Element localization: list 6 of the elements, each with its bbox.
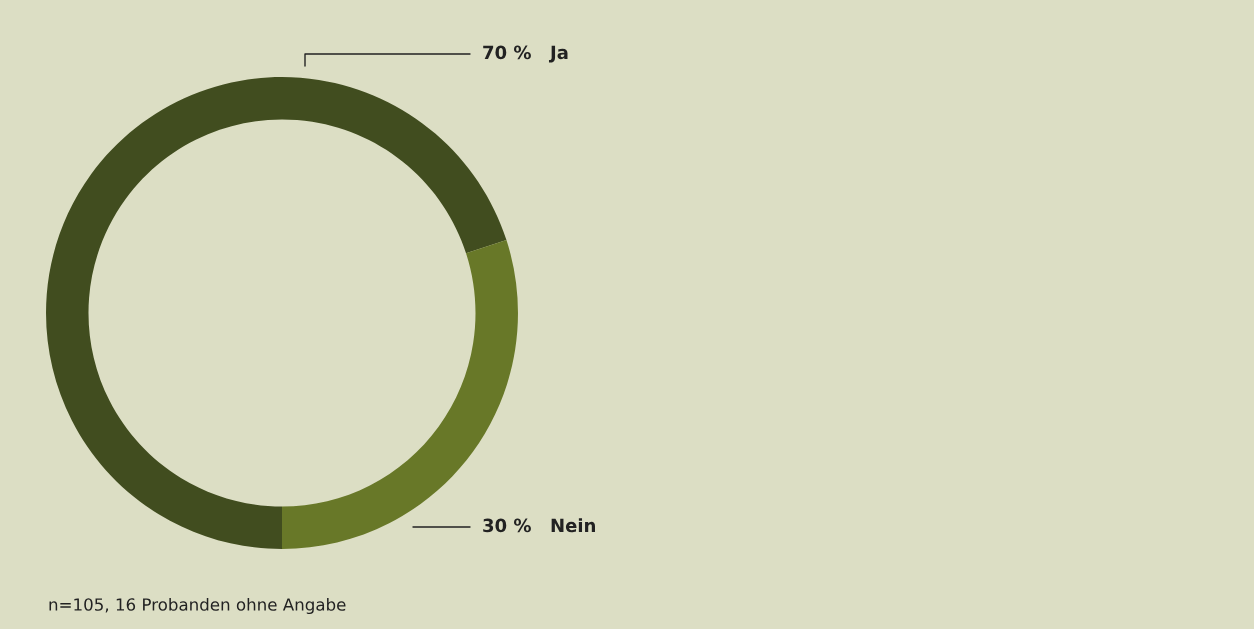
data-label: 70 % (483, 45, 531, 60)
slice-label: Nein (551, 518, 595, 533)
text: n=105, 16 Probanden ohne Angabe (49, 597, 346, 615)
donut-slice (46, 77, 507, 549)
slice-label: Ja (548, 45, 568, 63)
data-label: 30 % (483, 518, 531, 533)
